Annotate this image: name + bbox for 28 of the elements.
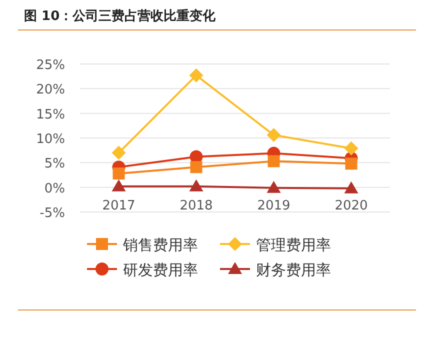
x-tick-label: 2020 <box>334 198 368 214</box>
x-tick-label: 2017 <box>102 198 136 214</box>
x-tick-label: 2018 <box>180 198 213 214</box>
y-tick-label: 5% <box>44 156 65 172</box>
point <box>189 68 204 82</box>
point <box>112 146 126 160</box>
y-tick-label: 25% <box>36 58 65 73</box>
point <box>268 155 280 168</box>
point <box>112 168 125 180</box>
y-tick-label: 15% <box>36 107 65 122</box>
point <box>266 180 281 193</box>
point <box>266 128 281 142</box>
point <box>345 158 358 170</box>
legend-label: 财务费用率 <box>256 261 331 279</box>
point <box>190 161 202 174</box>
chart-title: 图 10：公司三费占营收比重变化 <box>24 8 217 24</box>
y-tick-label: 20% <box>36 82 65 98</box>
point <box>344 181 358 194</box>
point <box>189 179 204 192</box>
legend-label: 研发费用率 <box>123 261 198 279</box>
legend-label: 管理费用率 <box>256 236 331 254</box>
point <box>112 179 126 192</box>
y-tick-label: -5% <box>40 206 65 221</box>
x-tick-label: 2019 <box>257 198 290 214</box>
legend-label: 销售费用率 <box>122 236 198 254</box>
y-tick-label: 10% <box>36 132 65 147</box>
point <box>344 141 358 156</box>
y-tick-label: 0% <box>44 181 65 196</box>
